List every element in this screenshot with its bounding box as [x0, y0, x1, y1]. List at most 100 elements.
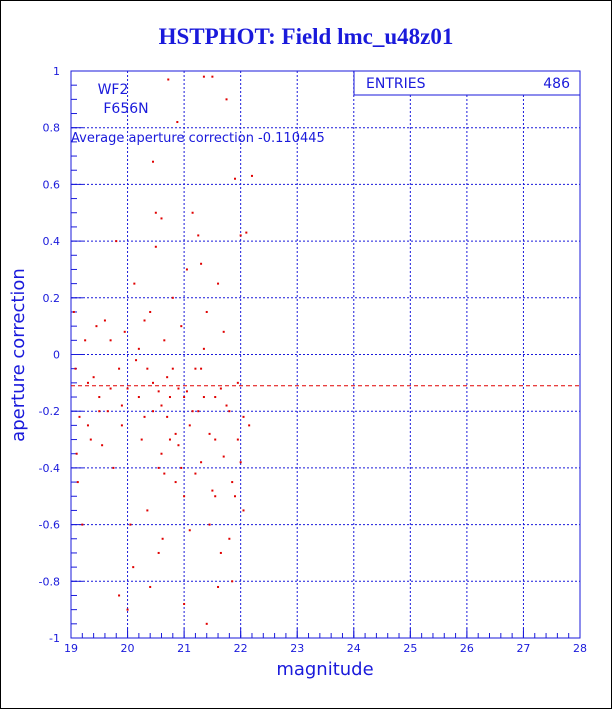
data-point [200, 367, 203, 370]
data-point [177, 444, 180, 447]
data-point [183, 495, 186, 498]
x-tick-label: 22 [234, 642, 248, 655]
data-point [126, 387, 129, 390]
data-point [160, 404, 163, 407]
data-point [208, 523, 211, 526]
data-point [225, 404, 228, 407]
data-point [180, 325, 183, 328]
data-point [133, 282, 136, 285]
data-point [78, 415, 81, 418]
data-point [191, 211, 194, 214]
data-point [228, 537, 231, 540]
data-point [112, 466, 115, 469]
data-point [176, 121, 179, 124]
data-point [200, 461, 203, 464]
data-point [137, 396, 140, 399]
data-point [161, 537, 164, 540]
data-point [146, 367, 149, 370]
y-tick-label: -0.8 [39, 575, 60, 588]
y-tick-label: -0.4 [39, 462, 60, 475]
data-point [208, 432, 211, 435]
data-point [75, 452, 78, 455]
data-point [157, 390, 160, 393]
stats-box [353, 70, 581, 96]
data-points [72, 75, 253, 625]
y-tick-label: 0.8 [43, 122, 61, 135]
data-point [168, 438, 171, 441]
data-point [211, 489, 214, 492]
data-point [197, 410, 200, 413]
data-point [86, 381, 89, 384]
y-tick-label: 0.2 [43, 292, 61, 305]
data-point [154, 245, 157, 248]
data-point [242, 415, 245, 418]
data-point [72, 310, 75, 313]
data-point [222, 455, 225, 458]
data-point [228, 410, 231, 413]
data-point [194, 367, 197, 370]
data-point [214, 438, 217, 441]
data-point [84, 339, 87, 342]
x-tick-label: 28 [573, 642, 587, 655]
data-point [132, 566, 135, 569]
y-tick-label: 0.4 [43, 235, 61, 248]
data-point [74, 367, 77, 370]
data-point [167, 78, 170, 81]
y-tick-label: -0.2 [39, 405, 60, 418]
data-point [160, 217, 163, 220]
x-tick-label: 26 [460, 642, 474, 655]
axis-ticks: 19 20 21 22 23 24 25 26 27 28 -1 -0.8 -0.6 -0.4 -0.2 0 0… [39, 65, 587, 655]
stats-value: 486 [543, 76, 570, 92]
data-point [217, 585, 220, 588]
chart-title: HSTPHOT: Field lmc_u48z01 [158, 24, 454, 49]
data-point [185, 390, 188, 393]
data-point [183, 602, 186, 605]
data-point [250, 174, 253, 177]
data-point [214, 495, 217, 498]
data-point [92, 376, 95, 379]
data-point [152, 381, 155, 384]
data-point [177, 387, 180, 390]
data-point [180, 466, 183, 469]
data-point [174, 481, 177, 484]
data-point [174, 432, 177, 435]
data-point [149, 585, 152, 588]
data-point [236, 438, 239, 441]
data-point [188, 424, 191, 427]
data-point [202, 396, 205, 399]
data-point [239, 461, 242, 464]
data-point [219, 387, 222, 390]
data-point [234, 177, 237, 180]
data-point [98, 396, 101, 399]
data-point [191, 410, 194, 413]
y-tick-label: 1 [53, 65, 60, 78]
data-point [120, 424, 123, 427]
data-point [115, 240, 118, 243]
data-point [219, 551, 222, 554]
data-point [95, 325, 98, 328]
data-point [194, 472, 197, 475]
data-point [152, 160, 155, 163]
data-point [171, 296, 174, 299]
data-point [109, 339, 112, 342]
data-point [98, 410, 101, 413]
grid-lines [71, 71, 580, 638]
data-point [118, 367, 121, 370]
data-point [109, 387, 112, 390]
data-point [101, 444, 104, 447]
data-point [143, 415, 146, 418]
data-point [143, 319, 146, 322]
x-tick-label: 19 [64, 642, 78, 655]
data-point [211, 75, 214, 78]
data-point [214, 396, 217, 399]
y-axis-label: aperture correction [8, 268, 29, 442]
x-tick-label: 21 [177, 642, 191, 655]
y-tick-label: -1 [49, 632, 60, 645]
data-point [103, 319, 106, 322]
data-point [188, 529, 191, 532]
data-point [160, 452, 163, 455]
data-point [185, 268, 188, 271]
data-point [171, 367, 174, 370]
data-point [205, 310, 208, 313]
